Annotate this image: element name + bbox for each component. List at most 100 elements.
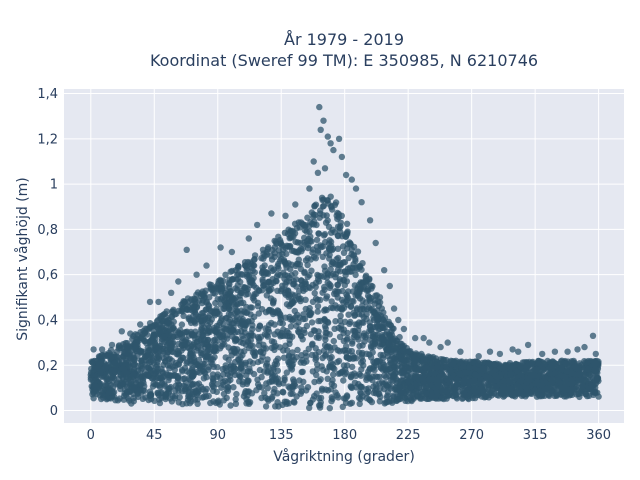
scatter-point <box>155 391 162 398</box>
scatter-point <box>365 388 372 396</box>
scatter-point <box>377 385 384 392</box>
scatter-point <box>284 230 292 238</box>
scatter-point <box>156 396 163 403</box>
scatter-point <box>286 359 293 366</box>
scatter-point <box>121 349 128 356</box>
scatter-point <box>243 273 251 280</box>
scatter-point <box>233 390 240 398</box>
scatter-point <box>264 385 271 392</box>
scatter-point <box>349 363 356 371</box>
scatter-point <box>352 271 359 279</box>
scatter-point <box>177 356 184 364</box>
scatter-point <box>579 382 586 389</box>
scatter-point <box>194 362 201 369</box>
scatter-point <box>306 304 313 312</box>
scatter-point <box>590 358 598 365</box>
scatter-point <box>276 319 284 326</box>
scatter-point <box>193 381 201 388</box>
scatter-point-outlier <box>366 217 374 224</box>
scatter-point <box>199 394 206 401</box>
scatter-point <box>293 354 300 361</box>
scatter-point-outlier <box>137 321 144 328</box>
scatter-point <box>342 395 349 402</box>
scatter-point <box>289 333 296 340</box>
scatter-point <box>367 354 375 361</box>
scatter-point <box>311 218 318 225</box>
scatter-point <box>330 337 337 345</box>
scatter-point <box>314 308 321 315</box>
y-tick-label: 0,4 <box>37 313 58 328</box>
scatter-point <box>315 230 322 237</box>
scatter-point <box>568 358 575 365</box>
scatter-point <box>264 369 271 376</box>
scatter-point <box>322 336 329 343</box>
scatter-point <box>189 373 196 380</box>
scatter-point <box>412 373 419 380</box>
scatter-point <box>295 293 302 300</box>
scatter-point <box>291 381 298 388</box>
scatter-point <box>126 382 134 389</box>
scatter-point <box>231 310 239 317</box>
scatter-point <box>554 377 561 384</box>
scatter-point <box>340 377 347 384</box>
scatter-point <box>188 330 195 337</box>
scatter-point <box>355 327 362 334</box>
scatter-point <box>199 327 206 335</box>
scatter-point <box>270 297 277 304</box>
scatter-point-outlier <box>175 278 182 285</box>
scatter-point <box>311 327 319 334</box>
scatter-point <box>334 209 341 217</box>
scatter-point <box>416 352 423 359</box>
scatter-point-outlier <box>146 298 154 306</box>
scatter-point <box>288 247 296 254</box>
scatter-point <box>219 340 226 348</box>
scatter-point <box>150 354 157 361</box>
scatter-point <box>300 287 307 294</box>
scatter-point <box>563 368 571 375</box>
scatter-point <box>584 365 592 373</box>
scatter-point <box>292 314 299 321</box>
scatter-point <box>222 271 229 278</box>
scatter-point <box>486 360 493 367</box>
scatter-point <box>337 317 344 325</box>
scatter-point <box>135 367 142 374</box>
scatter-point <box>505 390 512 398</box>
scatter-point-outlier <box>564 348 571 355</box>
scatter-point <box>528 359 536 366</box>
scatter-point <box>331 365 338 373</box>
scatter-point <box>344 362 351 369</box>
scatter-point <box>167 345 174 352</box>
y-tick-label: 0,6 <box>37 268 58 283</box>
scatter-point <box>321 231 329 238</box>
scatter-point <box>387 376 395 384</box>
scatter-point <box>209 387 217 395</box>
scatter-point <box>311 203 318 210</box>
scatter-point <box>319 203 327 210</box>
scatter-point <box>117 371 124 378</box>
scatter-point <box>313 236 321 243</box>
scatter-point <box>222 377 229 384</box>
scatter-point <box>307 233 314 240</box>
scatter-point-outlier <box>203 262 210 269</box>
scatter-point <box>369 365 377 372</box>
scatter-point <box>123 375 131 383</box>
scatter-point <box>104 376 111 383</box>
scatter-point <box>357 372 365 379</box>
y-tick-labels: 0 0,2 0,4 0,6 0,8 1 1,2 1,4 <box>37 87 58 419</box>
scatter-point-outlier <box>310 158 317 165</box>
scatter-point-outlier <box>348 176 355 183</box>
scatter-point <box>350 309 357 316</box>
scatter-point <box>327 245 334 252</box>
scatter-point <box>263 292 270 299</box>
scatter-point <box>202 287 209 294</box>
scatter-point <box>154 374 162 382</box>
scatter-point <box>398 340 405 348</box>
scatter-point <box>227 376 234 384</box>
scatter-point <box>523 378 530 386</box>
scatter-point <box>256 366 264 374</box>
scatter-point <box>513 383 520 390</box>
scatter-point <box>306 404 313 411</box>
scatter-point <box>268 252 275 260</box>
scatter-point <box>423 390 430 397</box>
